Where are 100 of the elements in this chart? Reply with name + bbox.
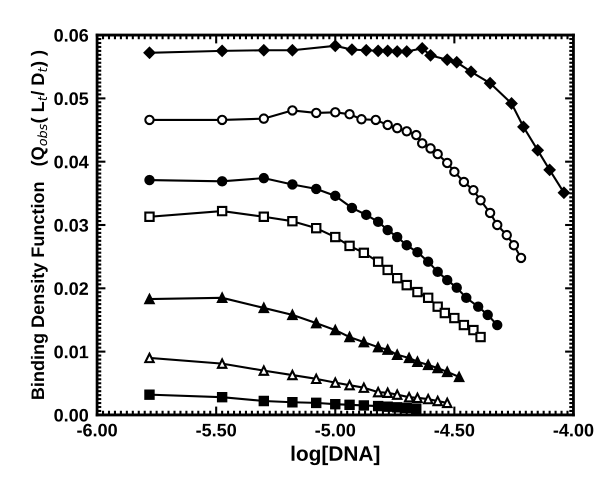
point <box>442 398 452 408</box>
point <box>358 400 370 411</box>
point <box>286 44 298 56</box>
point <box>412 356 423 367</box>
point <box>144 212 155 222</box>
point <box>346 44 358 56</box>
point <box>144 352 155 364</box>
point <box>402 402 412 414</box>
point <box>422 256 434 267</box>
point <box>344 240 355 252</box>
point <box>472 301 484 312</box>
y-tick-label: 0.01 <box>54 346 88 358</box>
point <box>330 398 340 410</box>
point <box>402 240 412 250</box>
point <box>311 398 322 408</box>
point <box>468 324 479 336</box>
point <box>287 179 298 190</box>
x-tick-label: -5.00 <box>315 424 356 437</box>
point <box>422 394 434 404</box>
point <box>404 352 414 364</box>
point <box>216 292 228 304</box>
point <box>258 113 270 124</box>
point <box>372 44 384 57</box>
point <box>411 130 422 140</box>
point <box>216 114 228 126</box>
point <box>449 166 460 178</box>
point <box>382 44 394 57</box>
point <box>532 144 544 156</box>
point <box>468 184 479 196</box>
point <box>508 240 520 250</box>
point <box>392 272 402 284</box>
point <box>400 46 413 58</box>
point <box>372 400 384 412</box>
point <box>440 308 450 318</box>
point <box>402 280 412 290</box>
point <box>258 212 270 222</box>
point <box>412 392 423 404</box>
y-tick-label: 0.06 <box>54 29 88 42</box>
point <box>425 143 436 154</box>
point <box>329 40 342 52</box>
point <box>432 396 443 406</box>
point <box>484 77 496 90</box>
point <box>144 174 155 186</box>
point <box>382 264 393 276</box>
point <box>382 401 393 412</box>
point <box>404 392 414 402</box>
point <box>391 46 404 58</box>
point <box>258 365 270 376</box>
point <box>475 332 486 342</box>
point <box>287 310 298 320</box>
y-tick-label: 0.04 <box>54 156 89 168</box>
point <box>382 388 393 398</box>
point <box>311 184 322 194</box>
point <box>287 105 298 116</box>
point <box>465 66 477 78</box>
point <box>258 396 270 406</box>
point <box>372 342 384 352</box>
point <box>311 108 322 118</box>
point <box>258 44 270 56</box>
x-tick-label: -4.50 <box>434 424 474 437</box>
point <box>344 332 355 342</box>
point <box>330 324 340 336</box>
y-tick-label: 0.03 <box>54 218 88 232</box>
point <box>370 114 381 126</box>
point <box>416 42 428 54</box>
point <box>422 292 434 304</box>
point <box>216 44 228 57</box>
point <box>360 44 372 56</box>
point <box>517 120 530 133</box>
x-tick-label: -6.00 <box>77 424 117 437</box>
point <box>454 372 464 382</box>
point <box>330 377 340 388</box>
point <box>311 374 322 384</box>
y-tick-label: 0.05 <box>54 92 88 106</box>
point <box>432 148 443 160</box>
point <box>544 164 556 176</box>
point <box>216 206 228 216</box>
point <box>346 202 358 214</box>
point <box>458 320 470 330</box>
point <box>461 292 472 304</box>
point <box>452 282 462 293</box>
point <box>442 274 452 286</box>
point <box>392 122 402 134</box>
point <box>422 360 434 370</box>
point <box>441 54 454 66</box>
point <box>258 302 270 314</box>
point <box>450 56 463 68</box>
point <box>372 216 384 228</box>
point <box>344 108 355 120</box>
point <box>311 222 322 234</box>
x-tick-label: -5.50 <box>196 424 236 437</box>
point <box>358 248 370 258</box>
point <box>382 224 393 236</box>
point <box>492 320 502 330</box>
point <box>287 397 298 408</box>
point <box>402 126 412 137</box>
point <box>475 195 486 206</box>
point <box>442 366 452 378</box>
point <box>358 382 370 393</box>
point <box>502 230 512 240</box>
